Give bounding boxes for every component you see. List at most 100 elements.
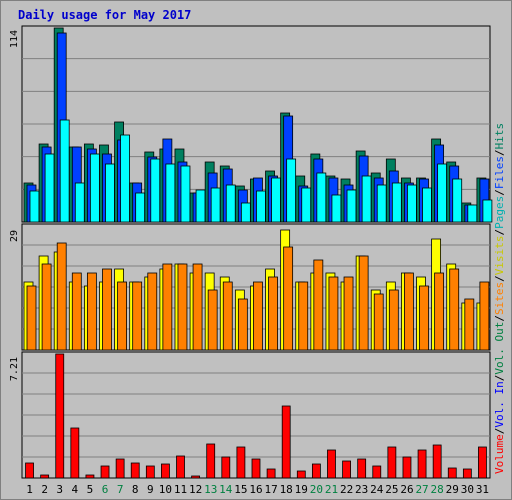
bar-volume-day-30 (462, 468, 472, 479)
day-label-20: 20 (310, 483, 323, 496)
day-label-16: 16 (249, 483, 262, 496)
bar-sites-day-21 (328, 276, 339, 351)
bar-sites-day-17 (268, 276, 278, 351)
day-label-11: 11 (174, 483, 187, 496)
bar-sites-day-16 (253, 281, 263, 351)
day-label-22: 22 (340, 483, 353, 496)
axis-max-label: 29 (9, 230, 20, 242)
legend-item-12: Files (493, 156, 506, 189)
day-label-12: 12 (189, 483, 202, 496)
bar-volume-day-1 (25, 462, 34, 479)
bar-pages-day-9 (150, 158, 161, 223)
day-label-4: 4 (72, 483, 79, 496)
legend-item-13: / (493, 149, 506, 156)
legend-item-6: Sites (493, 282, 506, 315)
legend-text: Volume/Vol. In/Vol. Out/Sites/Visits/Pag… (493, 123, 506, 474)
bar-sites-day-28 (434, 272, 445, 351)
bar-pages-day-27 (422, 187, 432, 223)
bar-volume-day-14 (221, 456, 231, 479)
chart-title: Daily usage for May 2017 (18, 8, 192, 22)
bar-pages-day-2 (44, 153, 55, 223)
day-label-15: 15 (234, 483, 247, 496)
bar-pages-day-14 (225, 184, 236, 223)
day-label-27: 27 (415, 483, 428, 496)
bar-volume-day-10 (161, 463, 170, 479)
bar-pages-day-22 (346, 189, 357, 223)
bar-volume-day-4 (70, 427, 80, 479)
bar-volume-day-13 (206, 443, 216, 479)
day-label-25: 25 (385, 483, 398, 496)
bar-sites-day-10 (162, 263, 173, 351)
bar-pages-day-29 (452, 178, 463, 223)
bar-sites-day-14 (222, 281, 233, 351)
bar-volume-day-16 (251, 458, 261, 479)
axis-max-label: 7.21 (9, 357, 20, 381)
bar-sites-day-24 (373, 293, 384, 351)
bar-pages-day-8 (135, 192, 146, 223)
bar-pages-day-15 (240, 202, 251, 223)
bar-sites-day-9 (147, 272, 158, 351)
bar-volume-day-6 (100, 465, 110, 479)
legend-item-2: Vol. In (493, 381, 506, 427)
bar-sites-day-1 (26, 285, 37, 351)
bar-volume-day-29 (447, 467, 457, 479)
legend-item-11: / (493, 189, 506, 196)
legend-item-8: Visits (493, 236, 506, 276)
bar-volume-day-27 (417, 449, 427, 479)
day-label-8: 8 (132, 483, 139, 496)
legend-item-10: Pages (493, 196, 506, 229)
bar-sites-day-6 (102, 268, 112, 351)
bar-sites-day-15 (237, 298, 248, 351)
bar-sites-day-27 (419, 285, 429, 351)
bar-volume-day-5 (85, 474, 95, 479)
bar-sites-day-18 (283, 246, 294, 351)
legend-item-5: / (493, 315, 506, 322)
bar-sites-day-12 (192, 263, 203, 351)
bar-pages-day-4 (74, 182, 85, 223)
bar-volume-day-24 (372, 465, 382, 479)
bar-sites-day-29 (449, 268, 460, 351)
bar-sites-day-2 (41, 263, 52, 351)
bar-volume-day-8 (130, 462, 140, 479)
bar-pages-day-3 (59, 119, 70, 223)
panel-middle: 29 (9, 223, 491, 351)
panels: 114 29 7.21 (9, 25, 493, 479)
day-label-1: 1 (26, 483, 33, 496)
bar-sites-day-22 (343, 276, 354, 351)
day-label-6: 6 (102, 483, 109, 496)
bar-sites-day-30 (464, 298, 475, 351)
bar-sites-day-19 (298, 281, 309, 351)
bar-sites-day-8 (132, 281, 143, 351)
day-label-30: 30 (461, 483, 474, 496)
bar-volume-day-20 (311, 463, 321, 479)
bar-sites-day-26 (404, 272, 414, 351)
bar-pages-day-12 (195, 189, 206, 223)
legend-item-3: / (493, 375, 506, 382)
bar-volume-day-12 (191, 475, 201, 479)
bar-pages-day-18 (286, 158, 297, 223)
bar-pages-day-5 (89, 153, 100, 223)
bar-volume-day-25 (387, 446, 397, 479)
day-label-28: 28 (431, 483, 444, 496)
bar-volume-day-2 (40, 474, 50, 479)
bar-volume-day-18 (281, 405, 291, 479)
bar-sites-day-20 (313, 259, 324, 351)
bar-sites-day-23 (358, 255, 369, 351)
day-label-29: 29 (446, 483, 459, 496)
bar-pages-day-13 (210, 187, 221, 223)
day-label-21: 21 (325, 483, 338, 496)
day-label-23: 23 (355, 483, 368, 496)
day-label-17: 17 (264, 483, 277, 496)
bar-sites-day-25 (388, 289, 399, 351)
legend-item-9: / (493, 229, 506, 236)
bar-volume-day-15 (236, 446, 246, 479)
bar-pages-day-1 (29, 190, 40, 223)
bar-volume-day-21 (327, 449, 336, 479)
bar-pages-day-28 (437, 163, 448, 223)
bar-pages-day-31 (482, 199, 493, 223)
bar-pages-day-19 (301, 187, 312, 223)
bar-pages-day-23 (361, 175, 372, 223)
bar-pages-day-24 (376, 184, 387, 223)
legend-item-14: Hits (493, 123, 506, 150)
